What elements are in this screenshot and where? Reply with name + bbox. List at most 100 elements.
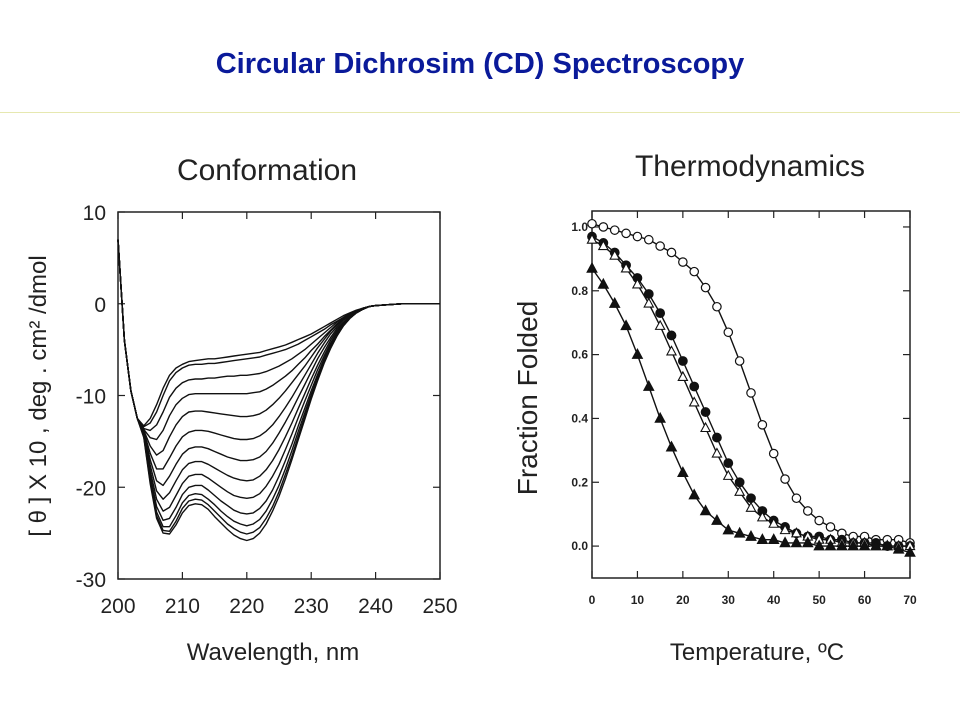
thermodynamics-point-filled-circle bbox=[712, 432, 722, 443]
thermodynamics-ticks: 0 10 20 30 40 50 60 70 1.0 0.8 0.6 0.4 0.2 0.0 bbox=[571, 211, 917, 607]
conformation-series-line-13 bbox=[117, 239, 440, 542]
thermodynamics-point-open-triangle bbox=[586, 233, 598, 244]
thermodynamics-point-filled-circle bbox=[689, 381, 700, 392]
thermodynamics-point-open-circle bbox=[723, 327, 734, 338]
thermodynamics-point-filled-triangle bbox=[836, 539, 848, 551]
thermodynamics-point-filled-triangle bbox=[722, 523, 735, 535]
thermodynamics-point-open-circle bbox=[621, 228, 631, 239]
thermodynamics-point-open-triangle bbox=[609, 249, 621, 260]
thermodynamics-point-open-triangle bbox=[711, 447, 723, 458]
thermodynamics-point-open-circle bbox=[666, 247, 677, 258]
thermodynamics-point-filled-triangle bbox=[608, 296, 621, 308]
thermodynamics-point-filled-triangle bbox=[745, 529, 757, 541]
thermodynamics-point-filled-triangle bbox=[597, 277, 610, 289]
thermodynamics-point-open-triangle bbox=[722, 469, 734, 480]
thermodynamics-point-filled-triangle bbox=[711, 514, 723, 525]
conformation-plot-frame bbox=[117, 211, 441, 580]
thermodynamics-y-tick-label: 0.6 bbox=[571, 348, 588, 362]
thermodynamics-x-tick-label: 40 bbox=[767, 593, 781, 607]
conformation-y-tick-label: -20 bbox=[76, 477, 106, 500]
thermodynamics-x-tick-label: 70 bbox=[903, 593, 917, 607]
conformation-series bbox=[117, 239, 440, 542]
thermodynamics-point-open-triangle bbox=[620, 262, 632, 273]
thermodynamics-point-open-triangle bbox=[688, 396, 700, 407]
thermodynamics-point-open-circle bbox=[700, 282, 711, 293]
thermodynamics-y-tick-label: 0.4 bbox=[571, 411, 588, 425]
thermodynamics-point-filled-circle bbox=[677, 356, 688, 366]
thermodynamics-point-open-circle bbox=[609, 225, 620, 235]
thermodynamics-x-tick-label: 50 bbox=[812, 593, 826, 607]
conformation-x-axis-label: Wavelength, nm bbox=[187, 639, 360, 666]
thermodynamics-point-open-triangle bbox=[677, 370, 689, 381]
thermodynamics-point-filled-triangle bbox=[790, 536, 803, 548]
thermodynamics-x-tick-label: 0 bbox=[589, 593, 596, 607]
thermodynamics-point-filled-triangle bbox=[779, 536, 791, 548]
thermodynamics-point-filled-circle bbox=[746, 493, 756, 504]
conformation-x-tick-label: 210 bbox=[165, 595, 200, 618]
thermodynamics-point-open-circle bbox=[780, 474, 790, 484]
conformation-chart: Conformation 200 210 220 230 240 250 10 0 -10 -20… bbox=[25, 154, 458, 666]
thermodynamics-point-open-circle bbox=[757, 420, 768, 430]
thermodynamics-point-open-circle bbox=[791, 493, 802, 504]
conformation-x-tick-label: 200 bbox=[100, 595, 135, 618]
thermodynamics-point-filled-triangle bbox=[847, 539, 860, 551]
thermodynamics-point-filled-triangle bbox=[904, 545, 916, 557]
thermodynamics-point-open-circle bbox=[632, 231, 643, 242]
conformation-y-tick-label: -10 bbox=[76, 386, 106, 409]
conformation-y-axis-label: [ θ ] X 10 , deg . cm² /dmol bbox=[25, 255, 52, 536]
thermodynamics-point-filled-circle bbox=[655, 308, 666, 319]
thermodynamics-point-filled-triangle bbox=[767, 533, 780, 545]
thermodynamics-point-open-triangle bbox=[597, 239, 609, 251]
thermodynamics-point-open-triangle bbox=[654, 319, 666, 330]
conformation-x-tick-label: 240 bbox=[358, 595, 393, 618]
thermodynamics-point-open-circle bbox=[655, 241, 665, 251]
thermodynamics-point-filled-circle bbox=[666, 330, 677, 341]
thermodynamics-point-open-circle bbox=[734, 356, 745, 366]
thermodynamics-point-filled-triangle bbox=[688, 488, 701, 500]
thermodynamics-chart: Thermodynamics 0 10 20 30 40 50 60 701.00.80.60… bbox=[512, 150, 917, 666]
conformation-series-line-4 bbox=[117, 239, 440, 441]
thermodynamics-point-open-triangle bbox=[756, 511, 768, 522]
thermodynamics-point-open-circle bbox=[678, 257, 688, 267]
thermodynamics-point-open-triangle bbox=[779, 523, 791, 535]
thermodynamics-point-open-circle bbox=[712, 301, 722, 312]
thermodynamics-series bbox=[586, 218, 916, 557]
thermodynamics-y-tick-label: 0.8 bbox=[571, 284, 588, 298]
thermodynamics-y-tick-label: 0.0 bbox=[571, 539, 588, 553]
thermodynamics-y-tick-label: 1.0 bbox=[571, 220, 588, 234]
thermodynamics-point-filled-triangle bbox=[858, 539, 871, 551]
thermodynamics-point-open-circle bbox=[768, 448, 779, 459]
thermodynamics-point-filled-triangle bbox=[824, 539, 837, 551]
thermodynamics-x-tick-label: 20 bbox=[676, 593, 690, 607]
thermodynamics-point-filled-triangle bbox=[586, 261, 598, 273]
conformation-series-line-10 bbox=[117, 239, 440, 521]
conformation-series-line-6 bbox=[117, 239, 440, 470]
conformation-series-line-3 bbox=[117, 239, 440, 432]
thermodynamics-chart-title: Thermodynamics bbox=[635, 150, 865, 183]
thermodynamics-point-filled-triangle bbox=[665, 440, 678, 452]
thermodynamics-point-filled-triangle bbox=[813, 539, 825, 551]
conformation-y-tick-label: 10 bbox=[83, 202, 106, 225]
thermodynamics-x-tick-label: 60 bbox=[858, 593, 872, 607]
thermodynamics-point-filled-triangle bbox=[654, 411, 666, 423]
slide-title: Circular Dichrosim (CD) Spectroscopy bbox=[215, 48, 745, 80]
thermodynamics-point-open-circle bbox=[746, 388, 756, 398]
thermodynamics-x-tick-label: 30 bbox=[722, 593, 736, 607]
thermodynamics-point-filled-circle bbox=[700, 407, 711, 417]
thermodynamics-point-filled-triangle bbox=[699, 504, 712, 516]
thermodynamics-point-open-triangle bbox=[745, 501, 757, 512]
thermodynamics-x-axis-label: Temperature, ºC bbox=[670, 639, 844, 666]
conformation-x-tick-label: 220 bbox=[229, 595, 264, 618]
thermodynamics-point-open-triangle bbox=[643, 297, 655, 308]
thermodynamics-point-open-circle bbox=[643, 234, 654, 245]
thermodynamics-point-filled-triangle bbox=[677, 466, 689, 477]
thermodynamics-point-open-circle bbox=[825, 522, 836, 532]
thermodynamics-point-filled-circle bbox=[723, 458, 734, 469]
thermodynamics-point-filled-triangle bbox=[631, 348, 644, 359]
thermodynamics-point-open-triangle bbox=[768, 517, 780, 528]
thermodynamics-point-filled-triangle bbox=[892, 542, 905, 554]
thermodynamics-point-open-triangle bbox=[665, 345, 678, 356]
conformation-x-tick-label: 250 bbox=[422, 595, 457, 618]
thermodynamics-point-open-circle bbox=[598, 222, 609, 232]
